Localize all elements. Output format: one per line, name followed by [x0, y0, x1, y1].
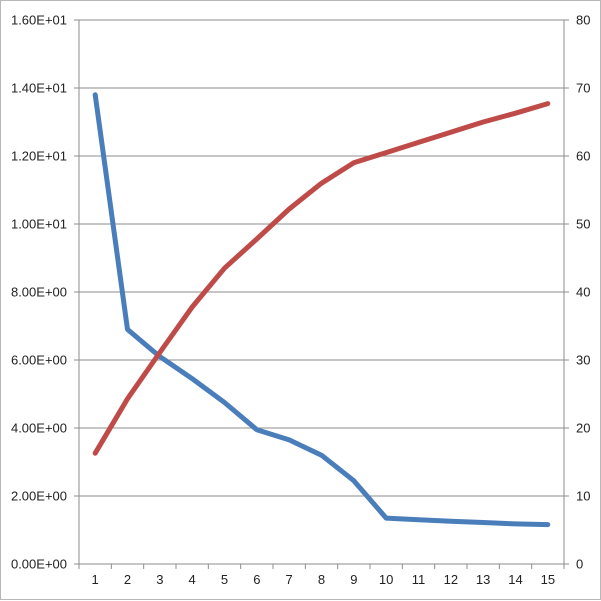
x-tick-label: 14: [508, 572, 522, 587]
y-axis-right-labels: 0 10 20 30 40 50 60 70 80: [576, 13, 590, 572]
x-tick-label: 10: [379, 572, 393, 587]
y-tick-label: 1.00E+01: [11, 217, 67, 232]
x-tick-label: 11: [412, 572, 426, 587]
x-tick-label: 15: [541, 572, 555, 587]
y2-tick-label: 30: [576, 353, 590, 368]
x-tick-label: 1: [92, 572, 99, 587]
y-tick-label: 1.60E+01: [11, 13, 67, 28]
y2-tick-label: 50: [576, 217, 590, 232]
y2-tick-label: 0: [576, 557, 583, 572]
x-tick-label: 9: [350, 572, 357, 587]
x-tick-label: 3: [156, 572, 163, 587]
y2-tick-label: 40: [576, 285, 590, 300]
y2-tick-label: 80: [576, 13, 590, 28]
y-tick-label: 4.00E+00: [11, 421, 67, 436]
gridlines: [79, 19, 564, 497]
y-tick-label: 1.40E+01: [11, 81, 67, 96]
series-line-left-axis: [92, 92, 551, 528]
y2-tick-label: 60: [576, 149, 590, 164]
y-tick-label: 6.00E+00: [11, 353, 67, 368]
y-tick-label: 1.20E+01: [11, 149, 67, 164]
x-axis-labels: 1 2 3 4 5 6 7 8 9 10 11 12 13 14 15: [92, 572, 556, 587]
y-axis-left-labels: 0.00E+00 2.00E+00 4.00E+00 6.00E+00 8.00E+00…: [11, 13, 67, 572]
y-tick-label: 2.00E+00: [11, 489, 67, 504]
series: [92, 92, 551, 528]
y-tick-label: 8.00E+00: [11, 285, 67, 300]
y-tick-label: 0.00E+00: [11, 557, 67, 572]
x-tick-label: 6: [253, 572, 260, 587]
y2-tick-label: 70: [576, 81, 590, 96]
axes: [74, 19, 569, 569]
x-tick-label: 2: [124, 572, 131, 587]
x-tick-label: 13: [476, 572, 490, 587]
x-tick-label: 8: [318, 572, 325, 587]
y2-tick-label: 20: [576, 421, 590, 436]
y2-tick-label: 10: [576, 489, 590, 504]
x-tick-label: 7: [286, 572, 293, 587]
x-tick-label: 4: [189, 572, 196, 587]
x-tick-label: 5: [221, 572, 228, 587]
series-line-right-axis: [92, 101, 551, 456]
x-tick-label: 12: [444, 572, 458, 587]
